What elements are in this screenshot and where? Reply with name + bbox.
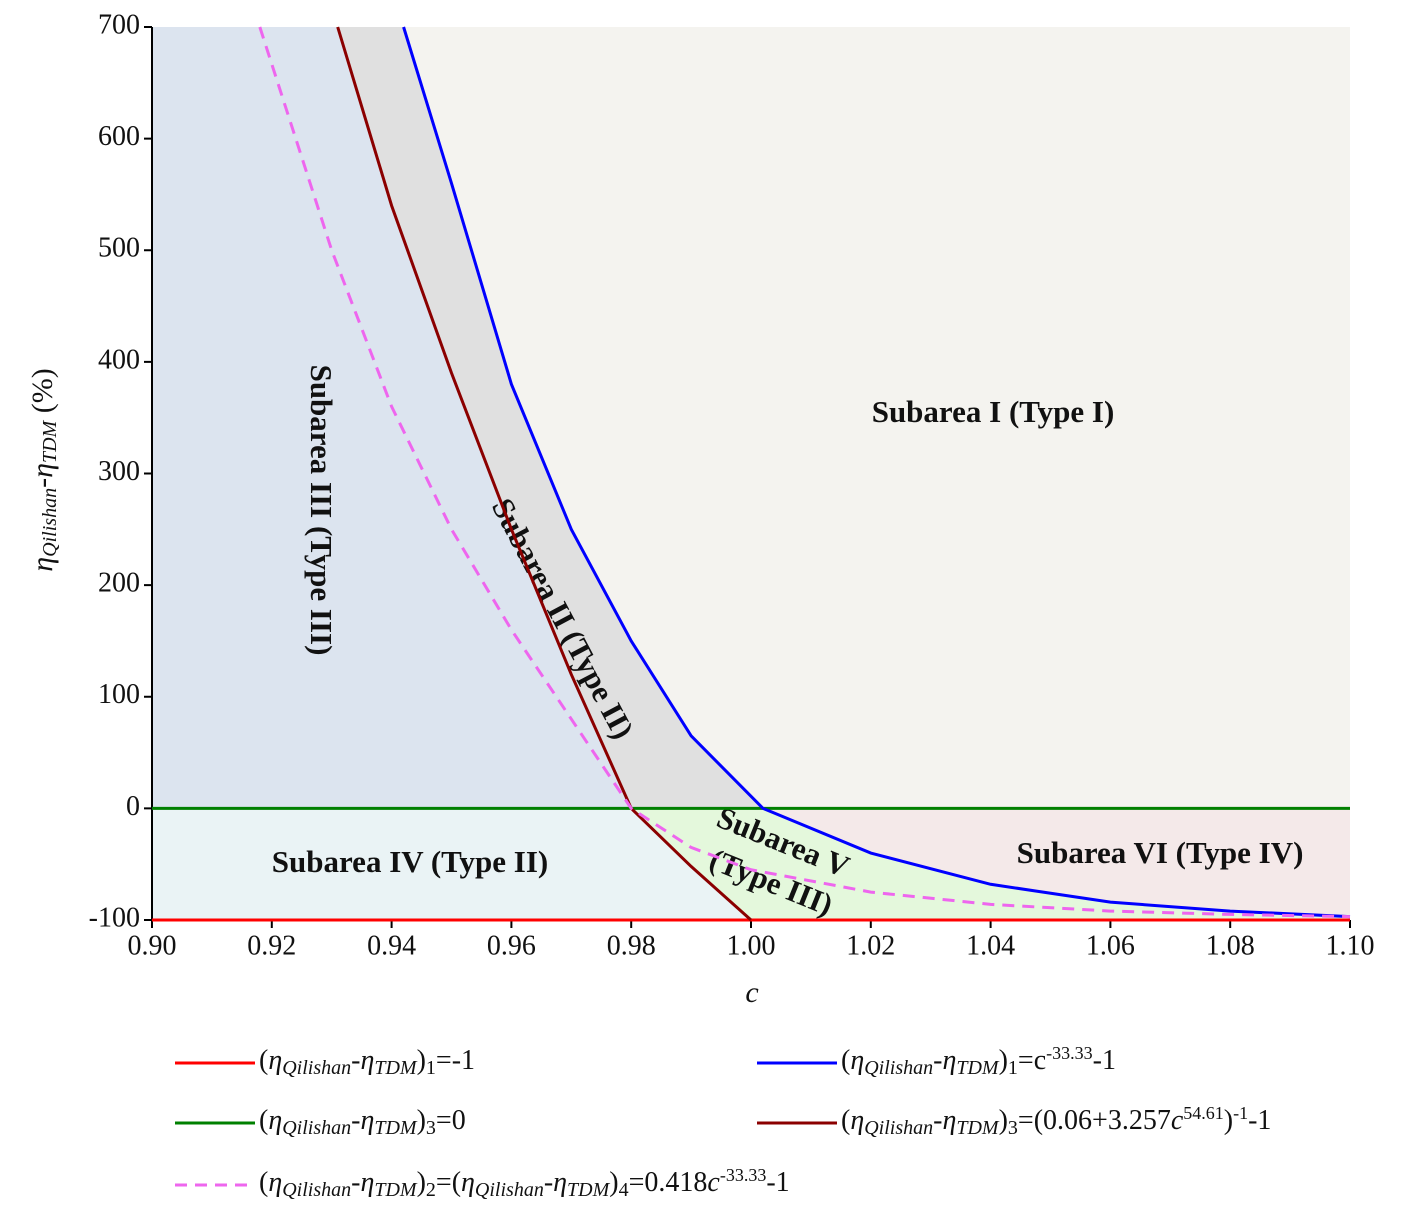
y-tick-label: -100 xyxy=(89,902,140,933)
y-tick-label: 300 xyxy=(98,456,140,487)
series-line xyxy=(402,26,1351,919)
x-axis-title: c xyxy=(745,976,758,1009)
region-fill xyxy=(152,27,632,808)
y-tick-label: 100 xyxy=(98,679,140,710)
legend-label: (ηQilishan-ηTDM)2=(ηQilishan-ηTDM)4=0.41… xyxy=(259,1165,790,1201)
region-fill xyxy=(152,808,751,920)
series-line xyxy=(336,26,753,922)
legend-label: (ηQilishan-ηTDM)1=c-33.33-1 xyxy=(841,1043,1116,1079)
x-tick-label: 0.92 xyxy=(247,930,296,961)
y-tick-label: 500 xyxy=(98,233,140,264)
x-tick-label: 1.10 xyxy=(1326,930,1375,961)
y-tick-label: 700 xyxy=(98,9,140,40)
x-tick-label: 1.08 xyxy=(1206,930,1255,961)
x-tick-label: 1.04 xyxy=(966,930,1015,961)
region-label: Subarea VI (Type IV) xyxy=(1017,835,1304,870)
x-tick-label: 1.02 xyxy=(846,930,895,961)
legend-label: (ηQilishan-ηTDM)3=0 xyxy=(259,1105,466,1138)
y-tick-label: 200 xyxy=(98,568,140,599)
legend-label: (ηQilishan-ηTDM)3=(0.06+3.257c54.61)-1-1 xyxy=(841,1103,1271,1139)
y-axis-title: ηQilishan-ηTDM (%) xyxy=(26,368,61,571)
y-tick-label: 600 xyxy=(98,121,140,152)
region-label: Subarea III (Type III) xyxy=(304,365,339,656)
x-tick-label: 0.94 xyxy=(367,930,416,961)
y-tick-label: 400 xyxy=(98,344,140,375)
legend-label: (ηQilishan-ηTDM)1=-1 xyxy=(259,1045,475,1078)
region-label: Subarea I (Type I) xyxy=(872,394,1115,429)
series-line xyxy=(258,26,1351,919)
x-tick-label: 0.96 xyxy=(487,930,536,961)
x-tick-label: 0.90 xyxy=(128,930,177,961)
x-tick-label: 1.00 xyxy=(727,930,776,961)
x-tick-label: 0.98 xyxy=(607,930,656,961)
region-label: Subarea IV (Type II) xyxy=(272,844,548,879)
y-tick-label: 0 xyxy=(126,791,140,822)
x-tick-label: 1.06 xyxy=(1086,930,1135,961)
